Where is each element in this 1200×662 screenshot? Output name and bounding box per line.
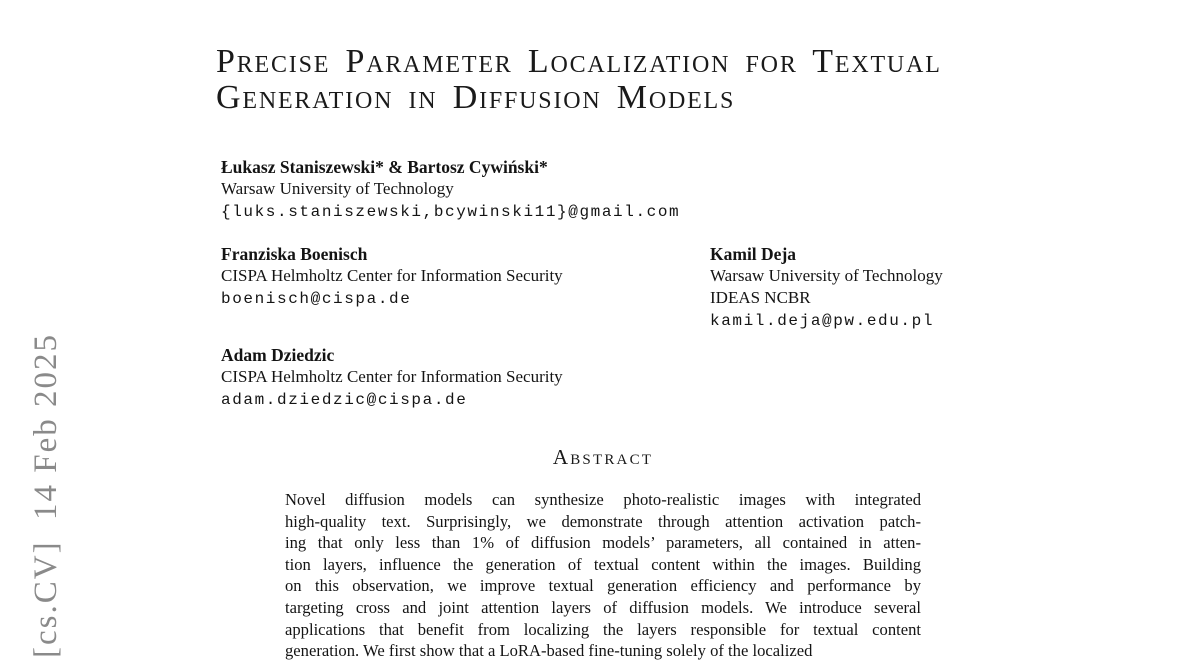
abstract-line: high-quality text. Surprisingly, we demo… [285,511,921,531]
author-name: Franziska Boenisch [221,244,368,264]
abstract-heading: Abstract [552,445,654,469]
author-email: boenisch@cispa.de [221,290,412,308]
paper-title: Precise Parameter Localization for Textu… [216,44,942,116]
author-block-boenisch: Franziska Boenisch CISPA Helmholtz Cente… [221,243,563,310]
author-block-staniszewski-cywinski: Łukasz Staniszewski* & Bartosz Cywiński*… [221,156,680,223]
author-affiliation: CISPA Helmholtz Center for Information S… [221,367,563,386]
author-block-dziedzic: Adam Dziedzic CISPA Helmholtz Center for… [221,344,563,411]
author-name: Kamil Deja [710,244,797,264]
paper-page: { "watermark": { "text": "[cs.CV] 14 Feb… [28,43,943,661]
abstract-line: applications that benefit from localizin… [285,619,921,639]
author-block-deja: Kamil Deja Warsaw University of Technolo… [710,243,943,332]
abstract-line: ing that only less than 1% of diffusion … [285,533,921,553]
abstract-body: Novel diffusion models can synthesize ph… [285,489,921,662]
author-affiliation: Warsaw University of Technology [221,179,454,198]
author-affiliation: Warsaw University of Technology [710,266,943,285]
paper-title-line2: Generation in Diffusion Models [216,79,736,116]
author-email: adam.dziedzic@cispa.de [221,391,468,409]
author-affiliation: IDEAS NCBR [710,288,811,307]
abstract-line: Novel diffusion models can synthesize ph… [285,490,921,509]
author-name: Adam Dziedzic [221,345,335,365]
author-email: kamil.deja@pw.edu.pl [710,312,935,330]
abstract-line: targeting cross and joint attention laye… [285,597,921,617]
author-name: Łukasz Staniszewski* & Bartosz Cywiński* [221,157,548,177]
abstract-line: tion layers, influence the generation of… [285,554,921,574]
author-email: {luks.staniszewski,bcywinski11}@gmail.co… [221,203,681,221]
abstract-line-clipped: generation. We first show that a LoRA-ba… [285,641,813,661]
paper-title-line1: Precise Parameter Localization for Textu… [216,43,942,80]
author-affiliation: CISPA Helmholtz Center for Information S… [221,266,563,285]
abstract-line: on this observation, we improve textual … [285,576,921,596]
arxiv-watermark: [cs.CV] 14 Feb 2025 [28,332,64,658]
